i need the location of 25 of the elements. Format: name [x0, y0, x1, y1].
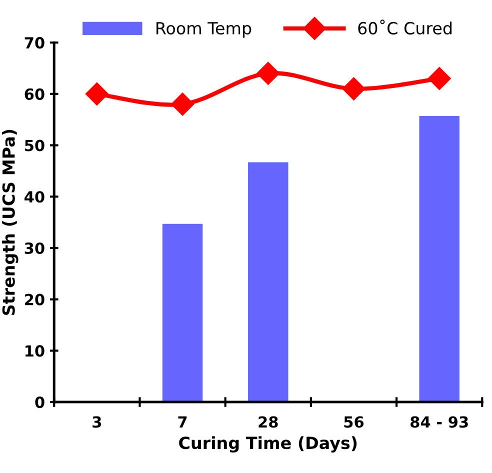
y-tick-label: 60: [24, 88, 44, 100]
y-tick-label: 70: [24, 37, 44, 49]
x-tick-label: 7: [178, 416, 187, 428]
legend-label: Room Temp: [156, 22, 252, 38]
x-tick-label: 28: [258, 416, 278, 428]
bar: [162, 224, 203, 402]
point: [342, 77, 366, 100]
bar: [419, 116, 460, 402]
y-axis-title: Strength (UCS MPa): [2, 130, 18, 315]
x-tick-label: 56: [344, 416, 364, 428]
legend-label: 60˚C Cured: [358, 20, 452, 35]
point: [85, 82, 108, 106]
x-axis-title: Curing Time (Days): [179, 436, 357, 453]
point: [256, 62, 280, 85]
bar: [248, 162, 288, 402]
y-tick-label: 0: [35, 396, 44, 408]
y-tick-label: 50: [25, 140, 44, 152]
y-tick-label: 40: [24, 191, 44, 203]
point: [171, 92, 194, 116]
x-tick-label: 3: [92, 416, 102, 428]
y-tick-label: 10: [26, 345, 44, 357]
x-tick-label: 84 - 93: [410, 416, 468, 428]
point: [428, 67, 451, 90]
y-tick-label: 20: [25, 294, 44, 306]
y-tick-label: 30: [24, 242, 44, 254]
